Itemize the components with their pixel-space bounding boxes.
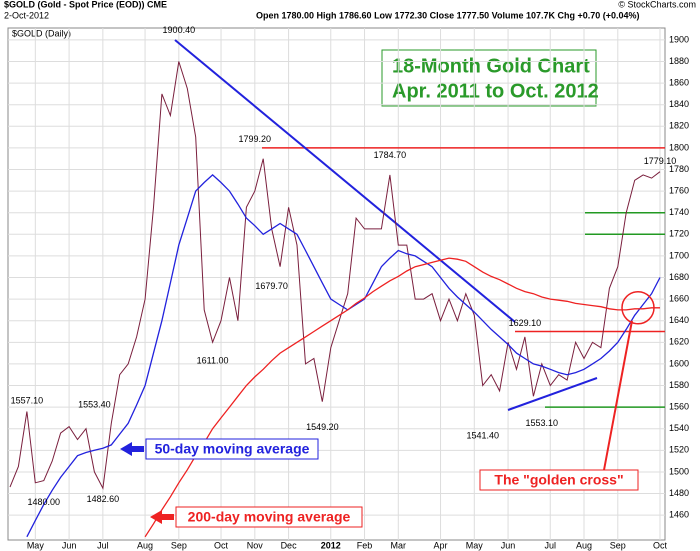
x-tick-label: Jun [62, 540, 77, 550]
plot [8, 28, 665, 540]
golden-cross-label: The "golden cross" [494, 472, 623, 488]
y-tick-label: 1740 [669, 207, 689, 217]
annotation: 1611.00 [197, 355, 229, 365]
annotation: 1799.20 [239, 134, 272, 144]
y-tick-label: 1700 [669, 250, 689, 260]
legend-50-box [145, 438, 319, 460]
x-tick-label: Jul [97, 540, 109, 550]
overlay: 1460 1480 1500 1520 1540 1560 1580 1600 1620 1640… [11, 25, 689, 551]
y-tick-label: 1460 [669, 510, 689, 520]
legend-arrow [150, 510, 174, 524]
y-tick-label: 1900 [669, 34, 689, 44]
y-tick-label: 1720 [669, 229, 689, 239]
x-tick-label: Dec [281, 540, 298, 550]
series-line [9, 61, 661, 490]
x-tick-label: Jun [501, 540, 516, 550]
y-tick-label: 1620 [669, 337, 689, 347]
y-tick-label: 1660 [669, 293, 689, 303]
x-tick-label: Feb [357, 540, 373, 550]
panel-label: $GOLD (Daily) [12, 28, 71, 38]
annotation: 1549.20 [306, 422, 339, 432]
trend-line [174, 39, 516, 323]
title-box [381, 49, 597, 107]
x-tick-label: Nov [247, 540, 264, 550]
y-tick-label: 1820 [669, 121, 689, 131]
x-tick-label: May [27, 540, 45, 550]
y-tick-label: 1560 [669, 402, 689, 412]
x-tick-label: Oct [653, 540, 668, 550]
x-tick-label: Aug [137, 540, 153, 550]
trend-line [507, 377, 598, 411]
annotation: 1541.40 [466, 431, 499, 441]
date: 2-Oct-2012 [4, 10, 49, 20]
y-tick-label: 1780 [669, 164, 689, 174]
y-tick-label: 1760 [669, 185, 689, 195]
y-tick-label: 1880 [669, 56, 689, 66]
annotation: 1779.10 [644, 156, 677, 166]
y-tick-label: 1580 [669, 380, 689, 390]
x-tick-label: Oct [214, 540, 229, 550]
annotation: 1553.40 [78, 400, 111, 410]
legend-arrow [120, 442, 144, 456]
annotation: 1482.60 [87, 494, 120, 504]
x-tick-label: 2012 [321, 540, 341, 550]
chart-title: 18-Month Gold Chart [392, 55, 590, 77]
x-tick-label: Aug [576, 540, 592, 550]
annotation: 1557.10 [11, 396, 44, 406]
y-tick-label: 1520 [669, 445, 689, 455]
y-tick-label: 1640 [669, 315, 689, 325]
legend-200-box [175, 506, 363, 528]
x-tick-label: Sep [610, 540, 626, 550]
y-tick-label: 1500 [669, 466, 689, 476]
quote: Open 1780.00 High 1786.60 Low 1772.30 Cl… [256, 10, 640, 20]
x-tick-label: Apr [434, 540, 448, 550]
annotation: 1679.70 [255, 281, 288, 291]
y-tick-label: 1480 [669, 488, 689, 498]
golden-cross-label-box [479, 469, 639, 491]
x-tick-label: Sep [171, 540, 187, 550]
annotation: 1900.40 [163, 25, 196, 35]
credit: © StockCharts.com [618, 0, 696, 9]
symbol: $GOLD (Gold - Spot Price (EOD)) CME [4, 0, 167, 9]
y-tick-label: 1680 [669, 272, 689, 282]
y-tick-label: 1800 [669, 142, 689, 152]
y-tick-label: 1540 [669, 423, 689, 433]
y-tick-label: 1600 [669, 358, 689, 368]
plot-area [7, 27, 666, 541]
annotation: 1480.00 [27, 497, 60, 507]
x-tick-label: May [466, 540, 484, 550]
series-line [144, 257, 660, 538]
annotation: 1784.70 [374, 150, 407, 160]
annotation: 1629.10 [509, 318, 542, 328]
legend-200: 200-day moving average [188, 509, 351, 525]
series-line [26, 174, 661, 538]
y-tick-label: 1860 [669, 77, 689, 87]
chart-subtitle: Apr. 2011 to Oct. 2012 [392, 80, 599, 102]
golden-cross-circle [621, 291, 655, 325]
x-tick-label: Jul [545, 540, 557, 550]
annotation: 1553.10 [526, 418, 559, 428]
legend-50: 50-day moving average [155, 441, 310, 457]
x-tick-label: Mar [391, 540, 407, 550]
callout-line [603, 320, 633, 471]
y-tick-label: 1840 [669, 99, 689, 109]
